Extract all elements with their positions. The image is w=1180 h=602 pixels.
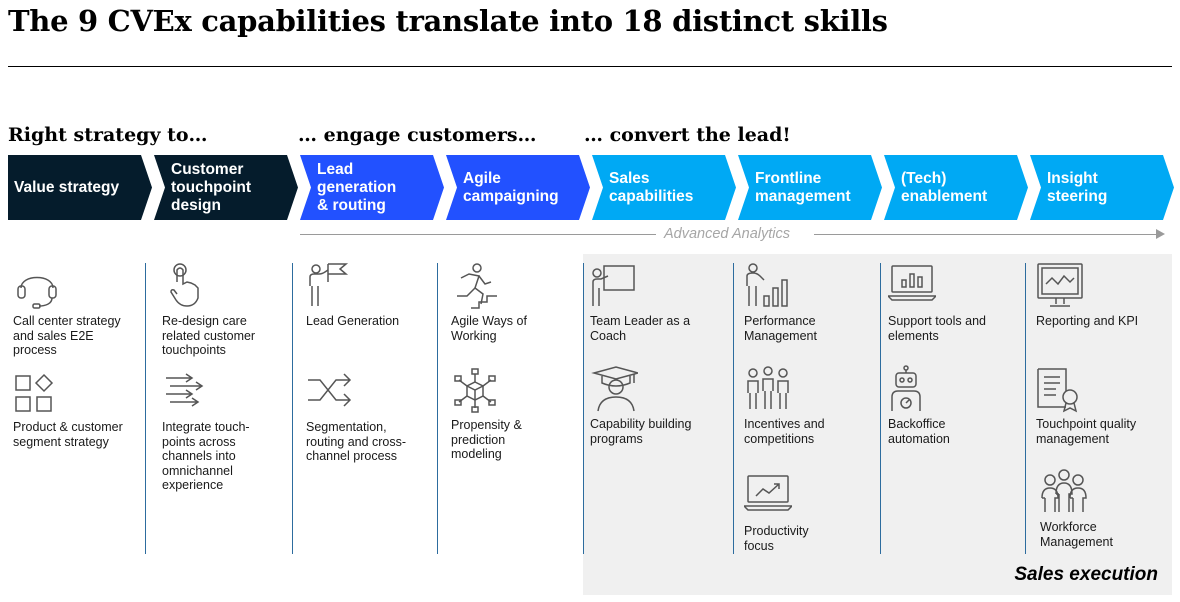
capability-label: Value strategy: [14, 178, 120, 196]
skill-item: Support tools and elements: [888, 262, 1024, 343]
column-divider: [583, 263, 584, 554]
phase-label-engage: … engage customers…: [298, 124, 537, 146]
skill-label: Workforce Management: [1040, 520, 1113, 549]
capability-label: Sales capabilities: [609, 169, 694, 205]
skill-item: Backoffice automation: [888, 365, 1024, 446]
capability-tech-enablement: (Tech) enablement: [884, 155, 1028, 220]
skill-item: Segmentation, routing and cross- channel…: [306, 372, 442, 464]
skill-label: Incentives and competitions: [744, 417, 825, 446]
skill-label: Segmentation, routing and cross- channel…: [306, 420, 407, 463]
column-divider: [292, 263, 293, 554]
skill-item: Touchpoint quality management: [1036, 365, 1172, 446]
capability-lead-generation-routing: Lead generation & routing: [300, 155, 444, 220]
skill-item: Workforce Management: [1040, 468, 1176, 549]
capability-frontline-management: Frontline management: [738, 155, 882, 220]
laptop-bars-icon: [888, 265, 936, 301]
shuffle-icon: [308, 373, 352, 407]
phase-label-convert: … convert the lead!: [584, 124, 791, 146]
phase-label-strategy: Right strategy to…: [8, 124, 208, 146]
robot-icon: [891, 365, 921, 411]
advanced-analytics-arrowhead: [1156, 229, 1165, 239]
person-flag-icon: [309, 263, 349, 306]
presenter-board-icon: [592, 265, 635, 306]
skill-item: Product & customer segment strategy: [13, 372, 149, 449]
graduate-icon: [591, 366, 638, 412]
skill-label: Propensity & prediction modeling: [451, 418, 522, 461]
channels-arrows-icon: [166, 373, 204, 407]
skill-item: Agile Ways of Working: [451, 262, 587, 343]
skill-item: Productivity focus: [744, 472, 880, 553]
certificate-icon: [1037, 368, 1078, 413]
skill-label: Support tools and elements: [888, 314, 986, 343]
skill-label: Reporting and KPI: [1036, 314, 1139, 328]
network-cube-icon: [454, 368, 496, 413]
capability-customer-touchpoint-design: Customer touchpoint design: [154, 155, 298, 220]
capability-value-strategy: Value strategy: [8, 155, 152, 220]
skill-label: Integrate touch- points across channels …: [162, 420, 250, 492]
workforce-icon: [1041, 469, 1087, 512]
skill-label: Product & customer segment strategy: [13, 420, 123, 449]
skill-label: Productivity focus: [744, 524, 809, 553]
title-divider: [8, 66, 1172, 67]
skill-item: Performance Management: [744, 262, 880, 343]
capability-insight-steering: Insight steering: [1030, 155, 1174, 220]
skill-label: Touchpoint quality management: [1036, 417, 1137, 446]
skill-label: Re-design care related customer touchpoi…: [162, 314, 256, 357]
capability-label: Customer touchpoint design: [171, 160, 252, 214]
sales-execution-label: Sales execution: [1014, 564, 1158, 585]
capability-label: Frontline management: [755, 169, 851, 205]
advanced-analytics-label: Advanced Analytics: [664, 226, 791, 242]
column-divider: [1025, 263, 1026, 554]
capability-label: Lead generation & routing: [317, 160, 397, 214]
skill-item: Call center strategy and sales E2E proce…: [13, 262, 149, 358]
capability-label: Agile campaigning: [463, 169, 559, 205]
page-title: The 9 CVEx capabilities translate into 1…: [8, 4, 888, 38]
capability-label: (Tech) enablement: [901, 169, 988, 205]
runner-stairs-icon: [457, 263, 497, 309]
skill-label: Lead Generation: [306, 314, 400, 328]
skill-label: Call center strategy and sales E2E proce…: [13, 314, 121, 357]
skill-label: Agile Ways of Working: [451, 314, 527, 343]
skill-item: Propensity & prediction modeling: [451, 366, 587, 462]
hand-pointer-icon: [170, 263, 199, 307]
skill-label: Team Leader as a Coach: [590, 314, 691, 343]
capability-label: Insight steering: [1047, 169, 1108, 205]
advanced-analytics-line-right: [814, 234, 1158, 235]
column-divider: [880, 263, 881, 554]
group-people-icon: [747, 366, 789, 409]
sales-execution-area: [583, 254, 1172, 595]
skill-label: Backoffice automation: [888, 417, 950, 446]
skill-item: Lead Generation: [306, 262, 442, 329]
monitor-line-chart-icon: [1037, 263, 1083, 307]
laptop-chart-icon: [744, 475, 792, 511]
skill-item: Integrate touch- points across channels …: [162, 372, 298, 493]
capability-sales-capabilities: Sales capabilities: [592, 155, 736, 220]
skill-item: Capability building programs: [590, 365, 726, 446]
skill-item: Re-design care related customer touchpoi…: [162, 262, 298, 358]
skill-label: Capability building programs: [590, 417, 692, 446]
capability-agile-campaigning: Agile campaigning: [446, 155, 590, 220]
person-bar-chart-icon: [746, 263, 788, 307]
column-divider: [145, 263, 146, 554]
skill-label: Performance Management: [744, 314, 817, 343]
shapes-icon: [15, 373, 54, 412]
column-divider: [733, 263, 734, 554]
skill-item: Incentives and competitions: [744, 365, 880, 446]
skill-item: Team Leader as a Coach: [590, 262, 726, 343]
advanced-analytics-line-left: [300, 234, 656, 235]
column-divider: [437, 263, 438, 554]
headset-icon: [17, 276, 57, 309]
skill-item: Reporting and KPI: [1036, 262, 1172, 329]
